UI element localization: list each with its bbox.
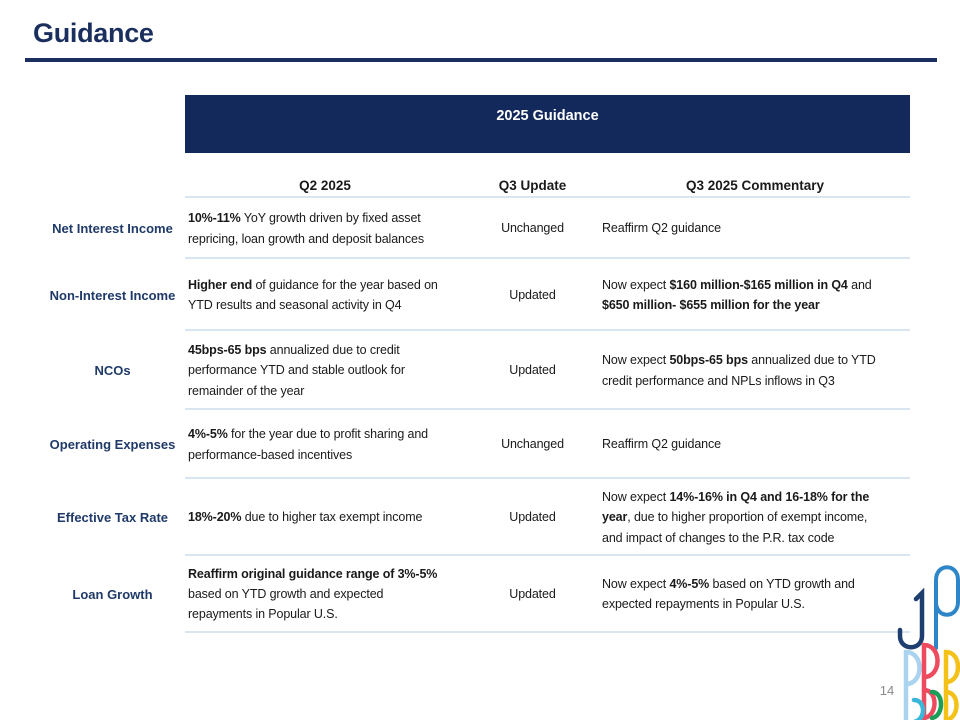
q2-guidance-cell: 18%-20% due to higher tax exempt income [185, 479, 465, 556]
q2-text: for the year due to profit sharing and p… [188, 427, 429, 462]
q3-update-status: Updated [509, 363, 556, 378]
table-row-ncos: NCOs 45bps-65 bps annualized due to cred… [40, 331, 910, 410]
commentary-text: annualized due to YTD credit performance… [602, 353, 876, 388]
commentary-text: and [851, 277, 872, 292]
commentary-text: based on YTD growth and expected repayme… [602, 576, 855, 612]
column-header-spacer [40, 176, 185, 198]
q3-update-status: Unchanged [501, 221, 564, 236]
row-label: Loan Growth [72, 586, 153, 602]
table-row-operating-expenses: Operating Expenses 4%-5% for the year du… [40, 410, 910, 479]
row-label: Non-Interest Income [49, 287, 176, 303]
column-header-q3-update: Q3 Update [498, 178, 567, 193]
q3-update-status: Updated [509, 287, 556, 302]
popular-brand-logo-graphic [897, 565, 960, 720]
q3-commentary-cell: Now expect 50bps-65 bps annualized due t… [600, 331, 910, 410]
q2-bold-text: 18%-20% [188, 510, 242, 525]
q3-update-status: Updated [509, 510, 556, 525]
row-label: Effective Tax Rate [56, 509, 169, 525]
q2-text: YoY growth driven by fixed asset reprici… [188, 211, 424, 246]
q3-commentary-cell: Now expect $160 million-$165 million in … [600, 259, 910, 331]
q2-guidance-cell: Higher end of guidance for the year base… [185, 259, 465, 331]
table-row-non-interest-income: Non-Interest Income Higher end of guidan… [40, 259, 910, 331]
q2-guidance-cell: 10%-11% YoY growth driven by fixed asset… [185, 198, 465, 259]
commentary-text: Reaffirm Q2 guidance [602, 437, 721, 452]
table-banner: 2025 Guidance [185, 95, 910, 153]
q2-text: based on YTD growth and expected repayme… [188, 587, 384, 622]
q2-bold-text: 45bps-65 bps [188, 343, 267, 358]
page-number: 14 [879, 683, 895, 698]
commentary-bold-text: 4%-5% [669, 576, 710, 591]
commentary-text: Now expect [602, 490, 670, 504]
column-header-q3-commentary: Q3 2025 Commentary [685, 178, 825, 193]
q3-update-status: Unchanged [501, 437, 564, 452]
column-header-q2-2025: Q2 2025 [299, 178, 351, 193]
table-row-loan-growth: Loan Growth Reaffirm original guidance r… [40, 556, 910, 633]
row-label: Net Interest Income [52, 221, 173, 236]
q2-text: annualized due to credit performance YTD… [188, 343, 405, 398]
q2-guidance-cell: Reaffirm original guidance range of 3%-5… [185, 556, 465, 633]
q2-bold-text: 4%-5% [188, 427, 228, 442]
q3-update-status: Updated [509, 587, 556, 601]
q2-bold-text: Reaffirm original guidance range of 3%-5… [188, 566, 438, 581]
q2-text: due to higher tax exempt income [241, 510, 423, 525]
table-row-net-interest-income: Net Interest Income 10%-11% YoY growth d… [40, 198, 910, 259]
q2-bold-text: 10%-11% [188, 211, 241, 226]
q3-commentary-cell: Now expect 4%-5% based on YTD growth and… [600, 556, 910, 633]
row-label: NCOs [94, 363, 131, 378]
commentary-bold-text: 50bps-65 bps [669, 353, 748, 368]
q2-text: of guidance for the year based on YTD re… [188, 277, 438, 312]
commentary-text: Now expect [602, 353, 670, 368]
page-title: Guidance [33, 18, 154, 48]
guidance-table: 2025 Guidance Q2 2025 Q3 Update Q3 2025 … [40, 95, 910, 633]
commentary-text: , due to higher proportion of exempt inc… [602, 510, 868, 545]
commentary-text: Reaffirm Q2 guidance [602, 221, 721, 236]
q3-commentary-cell: Reaffirm Q2 guidance [600, 410, 910, 479]
commentary-text: Now expect [602, 277, 670, 292]
commentary-bold-text: $650 million- $655 million for the year [602, 298, 820, 312]
commentary-text: Now expect [602, 576, 670, 591]
table-column-headers: Q2 2025 Q3 Update Q3 2025 Commentary [40, 176, 910, 198]
table-row-effective-tax-rate: Effective Tax Rate 18%-20% due to higher… [40, 479, 910, 556]
row-label: Operating Expenses [49, 437, 176, 452]
q3-commentary-cell: Reaffirm Q2 guidance [600, 198, 910, 259]
commentary-bold-text: 14%-16% in Q4 and 16-18% for the year [602, 490, 870, 525]
q2-guidance-cell: 45bps-65 bps annualized due to credit pe… [185, 331, 465, 410]
q2-bold-text: Higher end [188, 277, 253, 292]
commentary-bold-text: $160 million-$165 million in Q4 [669, 277, 848, 292]
title-underline-rule [25, 58, 937, 62]
q3-commentary-cell: Now expect 14%-16% in Q4 and 16-18% for … [600, 479, 910, 556]
q2-guidance-cell: 4%-5% for the year due to profit sharing… [185, 410, 465, 479]
